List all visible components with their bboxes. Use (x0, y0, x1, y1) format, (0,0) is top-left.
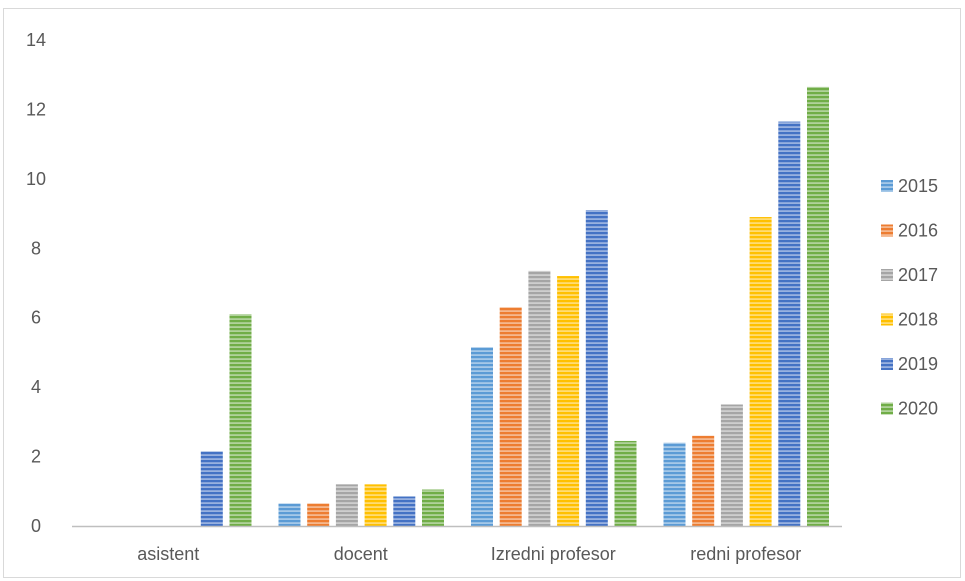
legend-label-2017: 2017 (898, 265, 938, 285)
bar-2017-docent (335, 484, 358, 526)
bar-2019-asistent (200, 451, 223, 526)
bar-2018-redni-profesor (749, 217, 772, 527)
legend-swatch-2018 (881, 313, 893, 326)
legend-swatch-2020 (881, 402, 893, 415)
bar-2019-izredni-profesor (585, 210, 608, 526)
bar-2016-izredni-profesor (499, 307, 522, 526)
legend-label-2015: 2015 (898, 176, 938, 196)
y-tick-label: 14 (26, 30, 46, 50)
legend-label-2018: 2018 (898, 310, 938, 330)
y-tick-label: 2 (31, 447, 41, 467)
bar-2018-docent (364, 484, 387, 526)
bar-2020-docent (422, 489, 444, 526)
bar-2017-izredni-profesor (528, 270, 551, 526)
legend-swatch-2017 (881, 269, 893, 281)
x-category-label: docent (334, 544, 388, 564)
y-tick-label: 12 (26, 99, 46, 119)
x-axis-labels: asistent docent Izredni profesor redni prof… (137, 544, 801, 564)
y-tick-label: 6 (31, 308, 41, 328)
x-category-label: redni profesor (690, 544, 801, 564)
y-tick-label: 4 (31, 377, 41, 397)
bar-2020-izredni-profesor (614, 440, 637, 526)
bar-2020-redni-profesor (807, 86, 829, 526)
x-category-label: asistent (137, 544, 199, 564)
bar-2017-redni-profesor (720, 404, 743, 526)
legend-swatch-2019 (881, 358, 893, 370)
bar-2016-docent (307, 503, 330, 526)
legend-label-2020: 2020 (898, 399, 938, 419)
bar-2019-redni-profesor (778, 121, 801, 526)
bar-2016-redni-profesor (692, 435, 715, 526)
y-tick-label: 0 (31, 516, 41, 536)
bar-2015-redni-profesor (663, 442, 686, 526)
legend-swatch-2016 (881, 224, 893, 237)
bar-2020-asistent (229, 314, 252, 526)
y-tick-label: 10 (26, 169, 46, 189)
legend-swatch-2015 (881, 180, 893, 192)
bar-2015-izredni-profesor (471, 347, 493, 526)
legend-label-2019: 2019 (898, 354, 938, 374)
y-axis: 0 2 4 6 8 10 12 14 (26, 30, 46, 536)
bar-2019-docent (393, 496, 416, 526)
legend-label-2016: 2016 (898, 221, 938, 241)
legend: 2015 2016 2017 2018 2019 2020 (881, 176, 938, 419)
bar-2015-docent (278, 503, 301, 526)
bar-2018-izredni-profesor (557, 276, 580, 526)
y-tick-label: 8 (31, 238, 41, 258)
x-category-label: Izredni profesor (491, 544, 616, 564)
bars (200, 86, 829, 527)
